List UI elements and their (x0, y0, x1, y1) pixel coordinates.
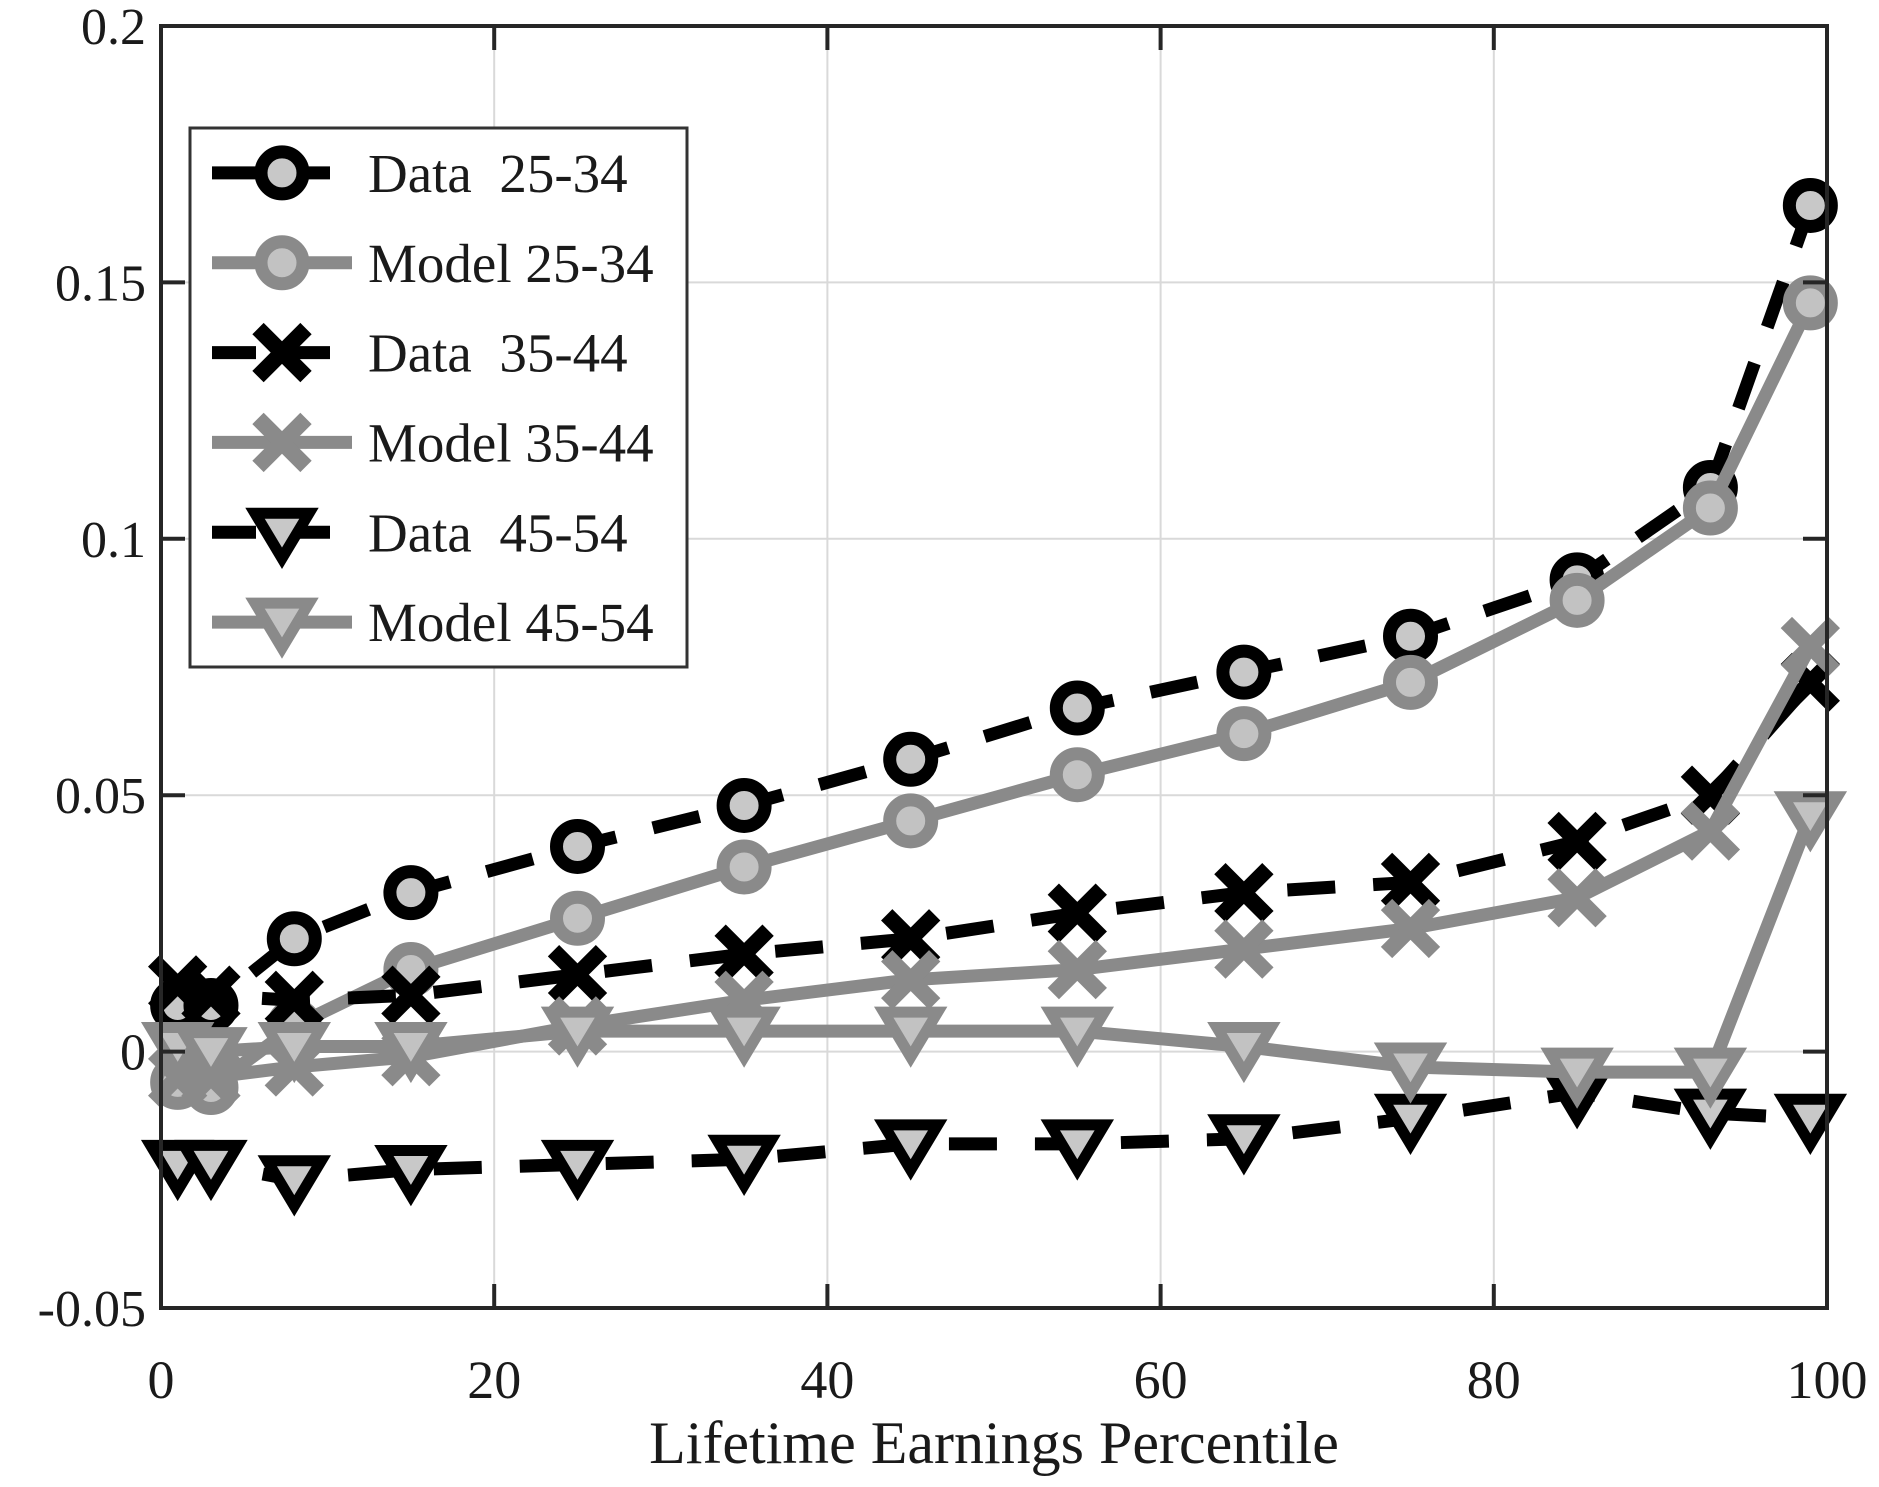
legend-entry: Model 25-34 (212, 233, 654, 294)
circle-marker (266, 911, 322, 967)
triangle-down-marker (1373, 1042, 1448, 1104)
circle-marker (254, 235, 310, 291)
triangle-down-marker (245, 597, 319, 659)
triangle-down-marker (374, 1145, 448, 1207)
x-marker (1380, 898, 1441, 959)
x-marker (381, 965, 441, 1025)
circle-marker (883, 793, 939, 849)
plot-border (159, 24, 1829, 1310)
x-tick-labels: 0 20 40 60 80 100 (148, 1350, 1868, 1410)
triangle-down-marker (374, 1021, 448, 1084)
x-tick-label: 80 (1467, 1350, 1521, 1410)
legend-entry: Data 25-34 (212, 143, 628, 204)
x-marker (1214, 862, 1274, 923)
axes-box (159, 24, 1829, 1310)
circle-marker (550, 890, 605, 946)
circle-marker (1549, 572, 1605, 628)
x-tick-label: 20 (467, 1350, 521, 1410)
x-marker (1547, 811, 1607, 872)
y-tick-label: 0.2 (81, 0, 146, 56)
x-tick-label: 100 (1787, 1350, 1868, 1410)
triangle-down-marker (174, 1027, 248, 1089)
circle-marker (1049, 680, 1105, 736)
circle-marker (1782, 177, 1838, 233)
axis-ticks (159, 24, 1829, 1310)
triangle-down-marker (257, 1155, 331, 1217)
circle-marker (383, 865, 439, 921)
triangle-down-marker (257, 1021, 331, 1084)
legend-entry: Data 35-44 (212, 323, 628, 384)
x-axis-label: Lifetime Earnings Percentile (649, 1410, 1339, 1476)
triangle-down-marker (707, 1006, 781, 1068)
legend-label: Model 25-34 (368, 233, 654, 294)
legend-entry: Data 45-54 (212, 502, 628, 569)
triangle-down-marker (1207, 1021, 1281, 1084)
circle-marker (1383, 654, 1438, 710)
x-marker (264, 970, 324, 1030)
circle-marker (716, 839, 772, 895)
x-tick-label: 0 (148, 1350, 175, 1410)
series-data-35-44 (148, 652, 1840, 1030)
legend-box (188, 126, 689, 669)
series-group (140, 177, 1848, 1217)
triangle-down-marker (540, 1139, 615, 1202)
x-tick-label: 40 (800, 1350, 854, 1410)
triangle-down-marker (707, 1134, 781, 1196)
triangle-down-marker (873, 1006, 948, 1068)
triangle-down-marker (1773, 791, 1848, 853)
circle-marker (1383, 608, 1438, 664)
circle-marker (1216, 706, 1272, 762)
x-marker (1047, 939, 1107, 1000)
x-marker (881, 950, 941, 1010)
triangle-down-marker (1540, 1047, 1614, 1109)
series-model-45-54 (140, 791, 1848, 1109)
legend-label: Data 25-34 (368, 143, 628, 204)
y-tick-label: -0.05 (38, 1281, 146, 1338)
y-tick-labels: -0.05 0 0.05 0.1 0.15 0.2 (38, 0, 146, 1338)
y-tick-label: 0 (120, 1025, 146, 1082)
x-marker (714, 924, 774, 984)
triangle-down-marker (1773, 1093, 1848, 1155)
triangle-down-marker (1373, 1093, 1448, 1155)
triangle-down-marker (1040, 1119, 1115, 1181)
x-marker (1547, 868, 1607, 928)
triangle-down-marker (1207, 1114, 1281, 1176)
y-tick-label: 0.1 (81, 512, 146, 569)
triangle-down-marker (1673, 1047, 1748, 1109)
triangle-down-marker (1040, 1006, 1115, 1068)
legend: Data 25-34 Model 25-34 Data 35-44 Model 35-… (188, 126, 689, 669)
x-marker (181, 965, 241, 1025)
circle-marker (1682, 480, 1738, 536)
x-marker (547, 945, 608, 1005)
circle-marker (254, 145, 310, 201)
y-tick-label: 0.15 (55, 255, 146, 312)
triangle-down-marker (174, 1139, 248, 1202)
circle-marker (1216, 644, 1272, 700)
circle-marker (1049, 747, 1105, 803)
x-marker (1214, 919, 1274, 979)
x-marker (1680, 801, 1741, 861)
triangle-down-marker (873, 1119, 948, 1181)
x-tick-label: 60 (1134, 1350, 1188, 1410)
x-marker (252, 322, 312, 383)
circle-marker (550, 818, 605, 874)
triangle-down-marker (245, 507, 319, 569)
legend-label: Data 45-54 (368, 502, 628, 563)
x-marker (1380, 852, 1441, 913)
legend-entry: Model 35-44 (212, 412, 654, 473)
legend-label: Model 45-54 (368, 592, 654, 653)
x-marker (252, 412, 312, 473)
y-tick-label: 0.05 (55, 768, 146, 825)
legend-label: Model 35-44 (368, 412, 654, 473)
circle-marker (716, 777, 772, 833)
x-marker (1047, 883, 1107, 943)
circle-marker (883, 731, 939, 787)
legend-entry: Model 45-54 (212, 592, 654, 659)
legend-label: Data 35-44 (368, 323, 628, 384)
triangle-down-marker (540, 1006, 615, 1068)
